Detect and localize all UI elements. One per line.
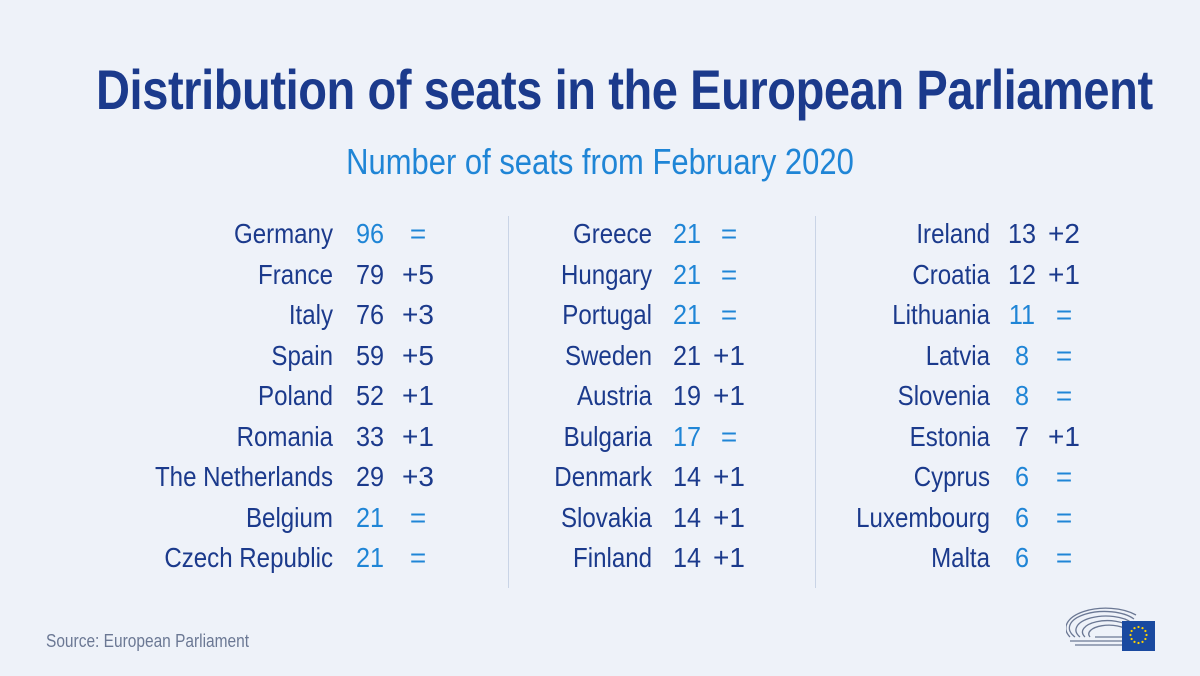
- country-name: Sweden: [564, 339, 652, 371]
- seat-count: 13: [1007, 218, 1037, 249]
- country-name: Bulgaria: [563, 420, 652, 452]
- country-name: Latvia: [925, 339, 990, 371]
- seat-change: =: [1055, 339, 1073, 371]
- seat-change: =: [720, 258, 738, 290]
- seat-change: +2: [1048, 218, 1080, 249]
- seat-count: 21: [355, 542, 385, 573]
- seat-count: 17: [672, 420, 702, 452]
- seat-change: =: [1055, 542, 1073, 573]
- seat-count: 21: [355, 501, 385, 533]
- seat-change: =: [409, 501, 427, 533]
- seat-count: 96: [355, 218, 385, 249]
- eu-flag-icon: [1122, 621, 1155, 651]
- country-name: Malta: [931, 542, 990, 573]
- seat-count: 76: [355, 299, 385, 330]
- column-divider: [815, 216, 816, 588]
- country-name: Czech Republic: [164, 542, 333, 573]
- seat-change: +1: [1048, 420, 1080, 452]
- country-name: Denmark: [554, 461, 652, 492]
- country-name: Estonia: [909, 420, 990, 452]
- seat-count: 14: [672, 501, 702, 533]
- seat-count: 52: [355, 380, 385, 411]
- seat-change: +1: [713, 339, 745, 371]
- country-name: Poland: [258, 380, 333, 411]
- seat-count: 8: [1014, 380, 1030, 411]
- european-parliament-logo-icon: [1066, 607, 1155, 651]
- seat-change: =: [409, 542, 427, 573]
- country-name: Germany: [233, 218, 333, 249]
- seat-change: =: [1055, 380, 1073, 411]
- seat-count: 14: [672, 461, 702, 492]
- seat-count: 21: [672, 218, 702, 249]
- country-name: Romania: [236, 420, 333, 452]
- seat-change: +5: [402, 339, 434, 371]
- country-name: Lithuania: [892, 299, 990, 330]
- seat-count: 6: [1014, 461, 1030, 492]
- seat-change: +1: [713, 461, 745, 492]
- seat-count: 29: [355, 461, 385, 492]
- seat-count: 21: [672, 299, 702, 330]
- seat-change: +1: [713, 380, 745, 411]
- seat-change: +1: [713, 542, 745, 573]
- seat-change: =: [1055, 501, 1073, 533]
- seat-count: 8: [1014, 339, 1030, 371]
- seat-count: 6: [1014, 501, 1030, 533]
- country-name: Luxembourg: [856, 501, 990, 533]
- country-name: Greece: [573, 218, 652, 249]
- seat-count: 19: [672, 380, 702, 411]
- seat-change: =: [720, 218, 738, 249]
- seat-count: 79: [355, 258, 385, 290]
- seat-count: 7: [1014, 420, 1030, 452]
- country-name: Cyprus: [913, 461, 990, 492]
- seat-count: 21: [672, 258, 702, 290]
- seat-count: 21: [672, 339, 702, 371]
- seat-change: +3: [402, 461, 434, 492]
- country-name: Belgium: [245, 501, 333, 533]
- seat-change: =: [720, 420, 738, 452]
- chart-subtitle: Number of seats from February 2020: [346, 141, 854, 182]
- seat-change: +1: [402, 380, 434, 411]
- country-name: France: [258, 258, 333, 290]
- seat-change: +5: [402, 258, 434, 290]
- seat-count: 14: [672, 542, 702, 573]
- seat-change: +1: [1048, 258, 1080, 290]
- seat-change: +3: [402, 299, 434, 330]
- country-name: Croatia: [912, 258, 990, 290]
- seat-change: +1: [402, 420, 434, 452]
- seat-change: =: [720, 299, 738, 330]
- source-note: Source: European Parliament: [46, 631, 250, 651]
- seat-change: +1: [713, 501, 745, 533]
- seat-count: 12: [1007, 258, 1037, 290]
- country-name: Italy: [288, 299, 333, 330]
- seat-change: =: [409, 218, 427, 249]
- country-name: Portugal: [562, 299, 652, 330]
- seat-change: =: [1055, 461, 1073, 492]
- country-name: Hungary: [560, 258, 652, 290]
- country-name: Slovakia: [560, 501, 652, 533]
- seat-count: 33: [355, 420, 385, 452]
- seat-count: 59: [355, 339, 385, 371]
- country-name: Spain: [271, 339, 333, 371]
- column-divider: [508, 216, 509, 588]
- country-name: Finland: [573, 542, 652, 573]
- seat-change: =: [1055, 299, 1073, 330]
- chart-title: Distribution of seats in the European Pa…: [96, 58, 1153, 121]
- country-name: Slovenia: [897, 380, 990, 411]
- seat-count: 11: [1008, 299, 1036, 330]
- country-name: Ireland: [916, 218, 990, 249]
- seat-count: 6: [1014, 542, 1030, 573]
- country-name: The Netherlands: [154, 461, 333, 492]
- country-name: Austria: [577, 380, 652, 411]
